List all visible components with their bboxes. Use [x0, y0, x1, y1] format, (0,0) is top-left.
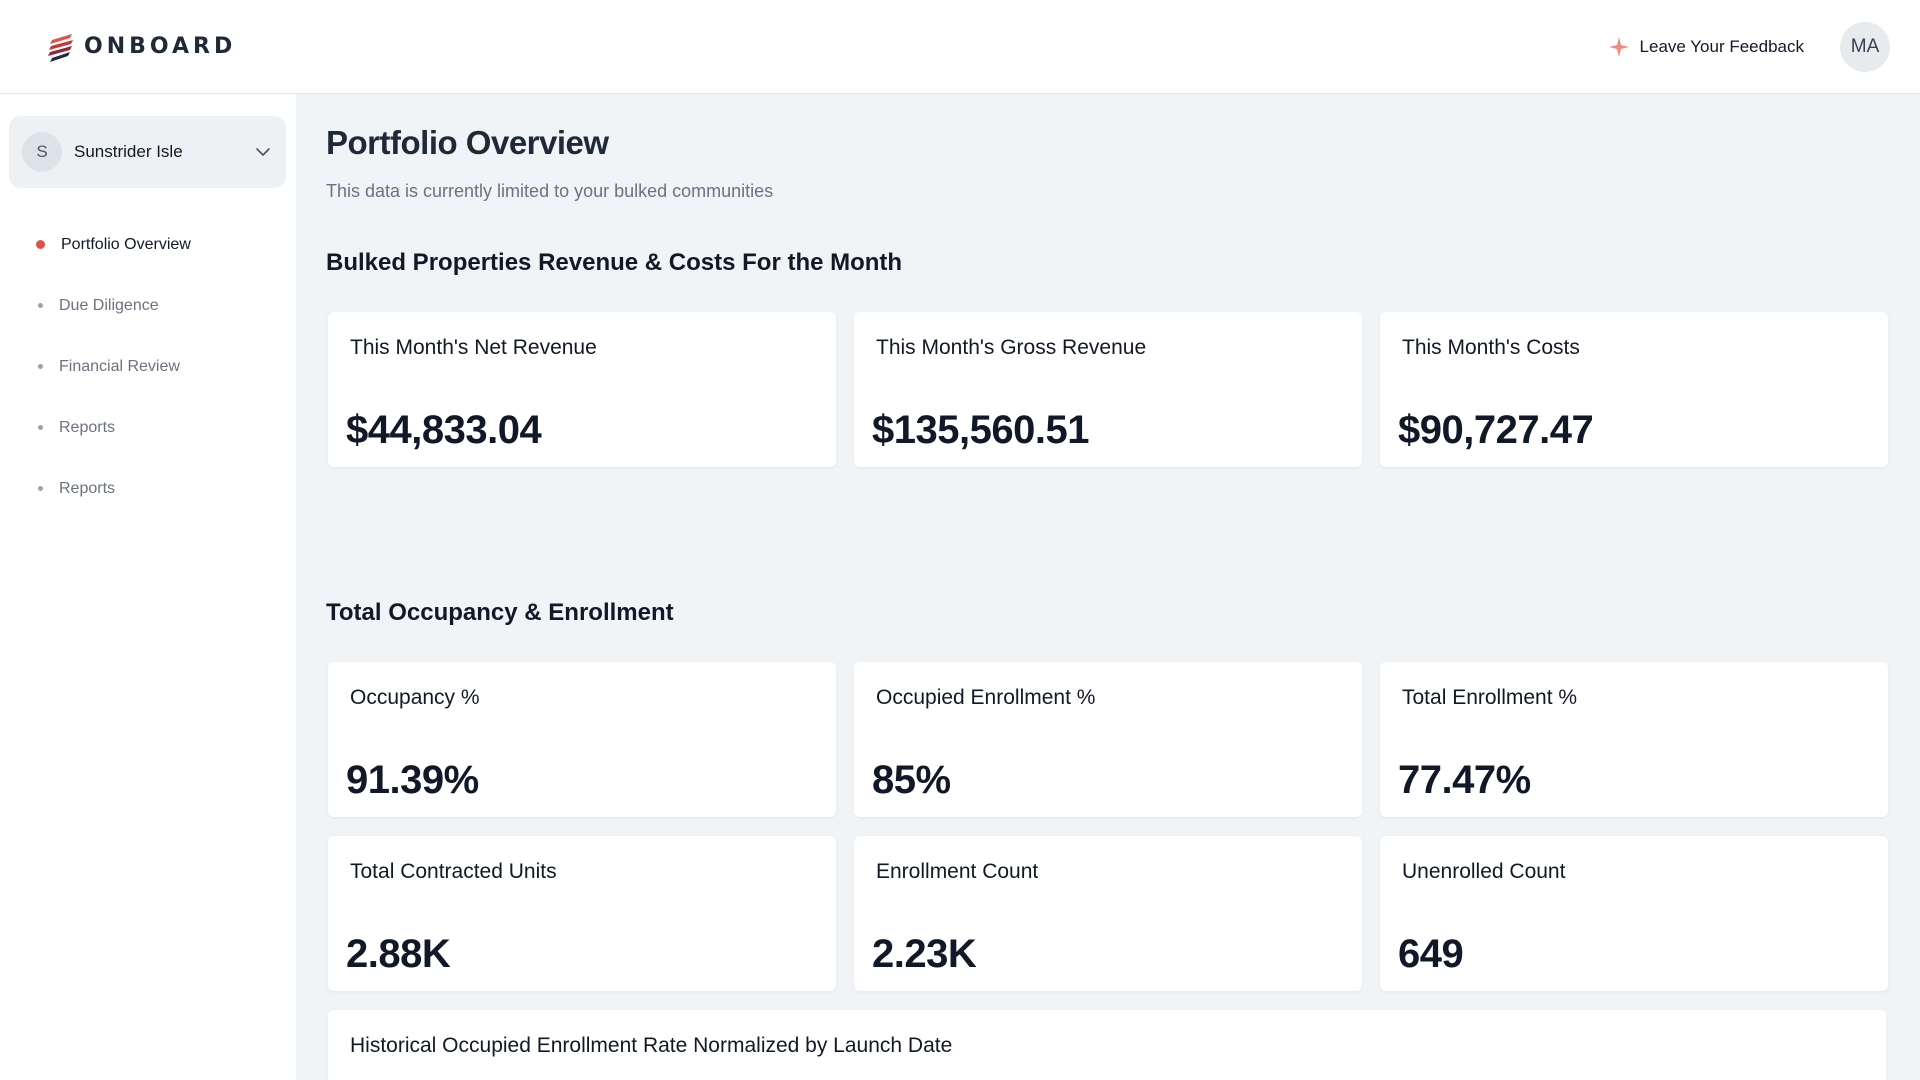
page-subtitle: This data is currently limited to your b…	[326, 181, 774, 201]
card-label: Unenrolled Count	[1402, 860, 1566, 883]
card-label: This Month's Net Revenue	[350, 336, 597, 359]
sidebar: S Sunstrider Isle Portfolio Overview Due…	[0, 94, 296, 1080]
sidebar-item-due-diligence[interactable]: Due Diligence	[0, 275, 296, 336]
costs-card: This Month's Costs $90,727.47	[1380, 312, 1888, 467]
occupied-enrollment-card: Occupied Enrollment % 85%	[854, 662, 1362, 817]
card-label: Occupancy %	[350, 686, 480, 709]
leave-feedback-button[interactable]: Leave Your Feedback	[1608, 36, 1804, 58]
bullet-icon	[38, 364, 43, 369]
card-label: Occupied Enrollment %	[876, 686, 1096, 709]
historical-enrollment-card: Historical Occupied Enrollment Rate Norm…	[328, 1010, 1886, 1080]
card-value: $44,833.04	[346, 408, 542, 452]
feedback-label: Leave Your Feedback	[1639, 36, 1804, 56]
sidebar-item-label: Reports	[59, 418, 116, 436]
card-label: Total Enrollment %	[1402, 686, 1578, 709]
sidebar-item-label: Financial Review	[59, 357, 180, 375]
sidebar-item-label: Reports	[59, 479, 116, 497]
card-label: This Month's Costs	[1402, 336, 1580, 359]
contracted-units-card: Total Contracted Units 2.88K	[328, 836, 836, 991]
bullet-icon	[38, 303, 43, 308]
net-revenue-card: This Month's Net Revenue $44,833.04	[328, 312, 836, 467]
card-label: Total Contracted Units	[350, 860, 557, 883]
sidebar-item-reports-2[interactable]: Reports	[0, 458, 296, 519]
card-value: $135,560.51	[872, 408, 1089, 452]
sidebar-item-label: Portfolio Overview	[61, 235, 191, 253]
bullet-icon	[38, 486, 43, 491]
top-bar: ONBOARD Leave Your Feedback MA	[0, 0, 1920, 94]
card-label: This Month's Gross Revenue	[876, 336, 1147, 359]
card-value: 2.23K	[872, 932, 977, 976]
revenue-section-title: Bulked Properties Revenue & Costs For th…	[326, 249, 903, 276]
sidebar-item-financial-review[interactable]: Financial Review	[0, 336, 296, 397]
card-title: Historical Occupied Enrollment Rate Norm…	[350, 1034, 953, 1057]
brand-name: ONBOARD	[84, 34, 237, 59]
card-value: 91.39%	[346, 758, 479, 802]
enrollment-count-card: Enrollment Count 2.23K	[854, 836, 1362, 991]
gross-revenue-card: This Month's Gross Revenue $135,560.51	[854, 312, 1362, 467]
page-title: Portfolio Overview	[326, 124, 609, 161]
chevron-down-icon	[256, 148, 270, 156]
card-value: 2.88K	[346, 932, 451, 976]
occupancy-section-title: Total Occupancy & Enrollment	[326, 599, 674, 626]
occupancy-card: Occupancy % 91.39%	[328, 662, 836, 817]
card-value: 649	[1398, 932, 1464, 976]
card-value: 77.47%	[1398, 758, 1531, 802]
total-enrollment-card: Total Enrollment % 77.47%	[1380, 662, 1888, 817]
unenrolled-count-card: Unenrolled Count 649	[1380, 836, 1888, 991]
community-selector[interactable]: S Sunstrider Isle	[9, 116, 286, 188]
sidebar-item-portfolio-overview[interactable]: Portfolio Overview	[0, 214, 296, 275]
card-value: 85%	[872, 758, 951, 802]
bullet-icon	[38, 425, 43, 430]
onboard-logo-icon	[48, 33, 73, 62]
active-dot-icon	[36, 240, 45, 249]
card-label: Enrollment Count	[876, 860, 1039, 883]
main-content: Portfolio Overview This data is currentl…	[296, 94, 1920, 1080]
sidebar-nav: Portfolio Overview Due Diligence Financi…	[0, 214, 296, 519]
community-name: Sunstrider Isle	[74, 142, 183, 161]
user-avatar[interactable]: MA	[1840, 21, 1890, 72]
brand-logo[interactable]: ONBOARD	[46, 31, 236, 63]
sidebar-item-reports[interactable]: Reports	[0, 397, 296, 458]
header-actions: Leave Your Feedback MA	[1608, 21, 1890, 72]
sidebar-item-label: Due Diligence	[59, 296, 159, 314]
sparkle-icon	[1608, 36, 1629, 57]
card-value: $90,727.47	[1398, 408, 1594, 452]
community-avatar: S	[22, 132, 62, 172]
